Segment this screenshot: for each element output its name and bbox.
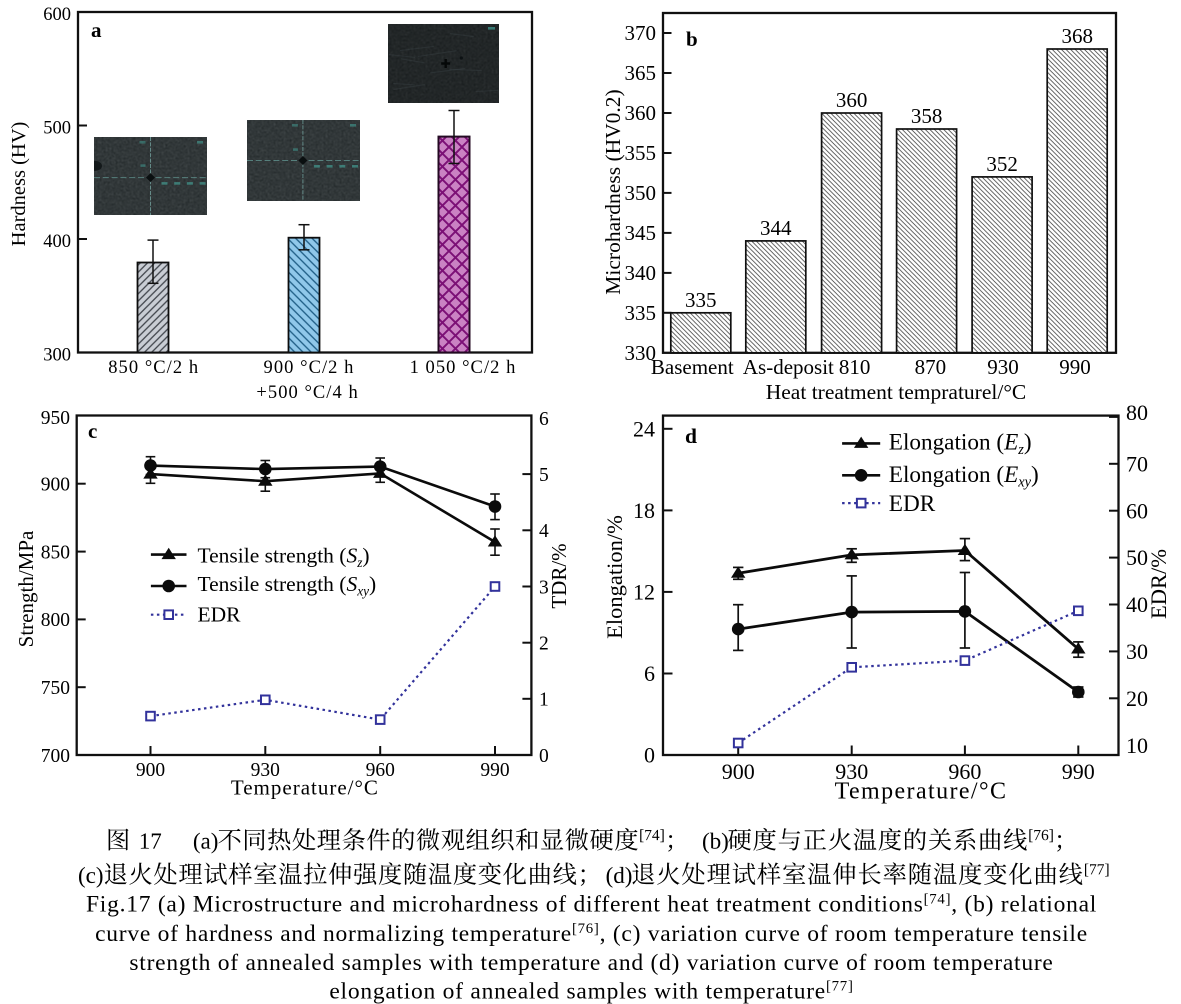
svg-text:70: 70 [1126,451,1148,476]
svg-text:900: 900 [722,759,755,784]
svg-text:335: 335 [685,288,717,312]
svg-text:+500 °C/4 h: +500 °C/4 h [256,383,358,403]
svg-text:6: 6 [539,409,549,430]
svg-text:1: 1 [539,690,549,711]
svg-text:Tensile strength (Sz): Tensile strength (Sz) [198,544,370,571]
svg-text:EDR: EDR [889,491,936,517]
svg-text:Microhardness (HV0.2): Microhardness (HV0.2) [601,89,625,294]
svg-text:Elongation/%: Elongation/% [602,515,627,639]
svg-text:900 °C/2 h: 900 °C/2 h [264,358,355,378]
svg-text:368: 368 [1061,24,1093,48]
svg-text:Heat treatment tempraturel/°C: Heat treatment tempraturel/°C [766,380,1027,404]
svg-text:990: 990 [1059,355,1091,379]
svg-text:strength of annealed samples w: strength of annealed samples with temper… [129,950,1053,976]
svg-text:950: 950 [41,408,70,429]
svg-text:80: 80 [1126,400,1148,425]
svg-text:930: 930 [835,759,868,784]
svg-text:365: 365 [625,61,657,85]
svg-text:Elongation (Exy): Elongation (Exy) [889,462,1039,491]
svg-text:930: 930 [251,760,280,781]
svg-text:12: 12 [633,580,655,605]
svg-text:600: 600 [43,5,71,25]
svg-text:960: 960 [948,759,981,784]
svg-text:30: 30 [1126,639,1148,664]
svg-text:750: 750 [41,678,70,699]
svg-text:850 °C/2 h: 850 °C/2 h [108,358,199,378]
svg-text:850: 850 [41,542,70,563]
svg-text:900: 900 [41,475,70,496]
svg-text:344: 344 [760,216,792,240]
svg-text:3: 3 [539,577,549,598]
svg-text:370: 370 [625,21,657,45]
svg-text:5: 5 [539,465,549,486]
svg-text:Tensile strength (Sxy): Tensile strength (Sxy) [198,572,377,599]
svg-text:d: d [685,424,697,448]
svg-text:c: c [88,419,97,443]
svg-text:0: 0 [539,746,549,767]
svg-text:360: 360 [625,101,657,125]
svg-text:6: 6 [644,661,655,686]
svg-text:355: 355 [625,141,657,165]
svg-text:elongation of annealed samples: elongation of annealed samples with temp… [329,979,853,1004]
svg-text:870: 870 [915,355,947,379]
svg-text:990: 990 [1062,759,1095,784]
svg-text:800: 800 [41,610,70,631]
svg-text:960: 960 [366,760,395,781]
svg-text:930: 930 [987,355,1019,379]
svg-text:2: 2 [539,634,549,655]
svg-text:curve of hardness and normaliz: curve of hardness and normalizing temper… [95,921,1088,947]
svg-text:300: 300 [43,346,71,366]
svg-text:990: 990 [480,760,509,781]
svg-text:700: 700 [41,746,70,767]
svg-text:345: 345 [625,221,657,245]
svg-text:4: 4 [539,521,549,542]
svg-text:Fig.17 (a) Microstructure and: Fig.17 (a) Microstructure and microhardn… [86,892,1097,918]
svg-text:0: 0 [644,743,655,768]
svg-text:335: 335 [625,301,657,325]
svg-text:EDR: EDR [198,603,242,627]
svg-text:Basement: Basement [651,355,734,379]
svg-text:500: 500 [43,119,71,139]
svg-text:Elongation (Ez): Elongation (Ez) [889,430,1032,459]
svg-text:Hardness (HV): Hardness (HV) [8,122,30,247]
svg-text:1 050 °C/2 h: 1 050 °C/2 h [410,358,517,378]
svg-text:810: 810 [839,355,871,379]
svg-text:60: 60 [1126,498,1148,523]
svg-text:24: 24 [633,416,655,441]
svg-text:400: 400 [43,232,71,252]
svg-text:340: 340 [625,261,657,285]
svg-text:TDR/%: TDR/% [547,543,571,608]
svg-text:10: 10 [1126,733,1148,758]
svg-text:Temperature/°C: Temperature/°C [231,776,379,800]
svg-text:330: 330 [625,341,657,365]
svg-text:Strength/MPa: Strength/MPa [14,530,38,647]
svg-text:352: 352 [986,152,1018,176]
svg-text:360: 360 [836,88,868,112]
svg-text:50: 50 [1126,545,1148,570]
svg-text:358: 358 [911,104,943,128]
svg-text:Temperature/°C: Temperature/°C [835,779,1008,805]
svg-text:900: 900 [136,760,165,781]
svg-text:18: 18 [633,498,655,523]
svg-text:EDR/%: EDR/% [1146,549,1171,619]
svg-text:350: 350 [625,181,657,205]
svg-text:40: 40 [1126,592,1148,617]
svg-text:a: a [91,18,102,42]
svg-text:As-deposit: As-deposit [743,355,834,379]
svg-text:b: b [686,27,698,51]
svg-text:20: 20 [1126,686,1148,711]
